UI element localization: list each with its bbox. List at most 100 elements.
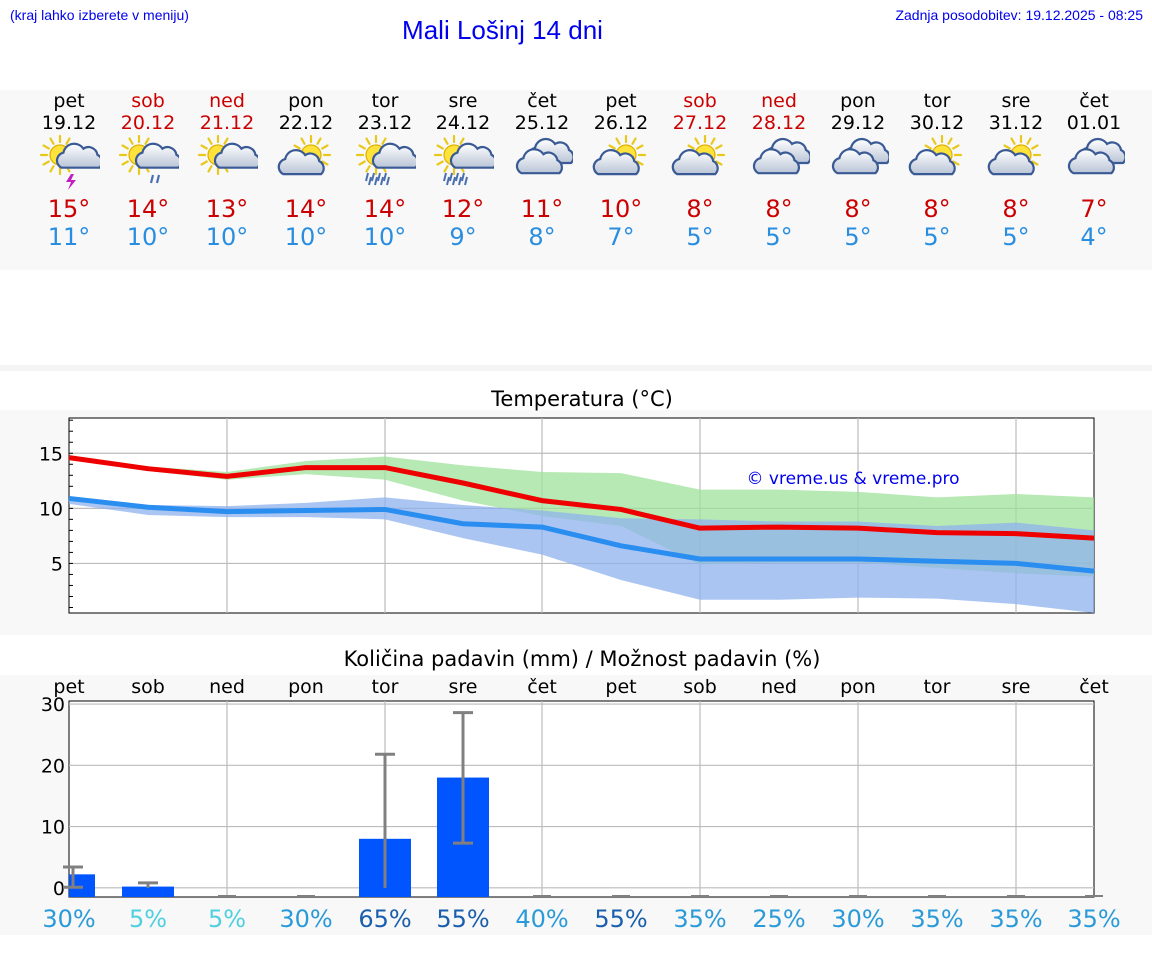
day-name: tor (923, 90, 951, 112)
max-temperature: 15° (47, 195, 91, 223)
y-tick-label: 20 (41, 755, 65, 777)
x-day-label: sre (449, 676, 478, 698)
day-date: 28.12 (751, 112, 807, 134)
day-forecast: pet 19.12 15° 11° (29, 90, 109, 251)
y-tick-label: 0 (53, 878, 65, 900)
cloud-sun-icon (671, 135, 726, 176)
precipitation-probability: 55% (594, 905, 647, 933)
plot-area (68, 700, 1095, 898)
day-name: sre (1001, 90, 1031, 112)
max-temperature: 8° (765, 195, 793, 223)
day-date: 30.12 (909, 112, 965, 134)
clouds-icon (1067, 137, 1125, 175)
min-temperature: 5° (686, 223, 714, 251)
max-temperature: 11° (520, 195, 564, 223)
precipitation-probability: 5% (129, 905, 167, 933)
cloud-sun-icon (987, 135, 1042, 176)
precipitation-probability: 30% (831, 905, 884, 933)
day-date: 26.12 (593, 112, 649, 134)
day-name: pet (605, 90, 637, 112)
day-forecast: sre 24.12 12° 9° (423, 90, 503, 251)
x-day-label: ned (209, 676, 245, 698)
day-name: čet (527, 90, 557, 112)
day-date: 29.12 (830, 112, 886, 134)
y-tick-label: 5 (51, 553, 63, 575)
day-name: sre (448, 90, 478, 112)
precipitation-bar (122, 886, 174, 897)
precipitation-probability: 35% (1067, 905, 1120, 933)
max-temperature: 12° (441, 195, 485, 223)
precipitation-probability: 35% (910, 905, 963, 933)
min-temperature: 5° (844, 223, 872, 251)
temperature-chart-title: Temperatura (°C) (491, 387, 673, 411)
min-temperature: 10° (126, 223, 170, 251)
precipitation-probability: 25% (752, 905, 805, 933)
min-temperature: 5° (1002, 223, 1030, 251)
x-day-label: sob (683, 676, 717, 698)
precipitation-chart-title: Količina padavin (mm) / Možnost padavin … (343, 647, 821, 671)
sun-cloud-rain-icon (433, 135, 494, 186)
day-name: sob (683, 90, 717, 112)
day-forecast: sob 20.12 14° 10° (108, 90, 188, 251)
min-temperature: 10° (205, 223, 249, 251)
min-temperature: 7° (607, 223, 635, 251)
y-tick-label: 10 (41, 817, 65, 839)
day-name: pet (53, 90, 85, 112)
sun-cloud-rain-icon (355, 135, 416, 186)
day-date: 31.12 (988, 112, 1044, 134)
sun-cloud-drizzle-icon (118, 135, 179, 184)
day-forecast: sre 31.12 8° 5° (976, 90, 1056, 251)
x-day-label: pet (53, 676, 84, 698)
day-name: ned (761, 90, 797, 112)
y-tick-label: 15 (39, 443, 63, 465)
clouds-icon (515, 137, 573, 175)
precipitation-bar (69, 874, 95, 897)
y-tick-label: 30 (41, 694, 65, 716)
forecast-strip (0, 90, 1152, 270)
min-temperature-line (68, 495, 1095, 574)
x-day-label: tor (372, 676, 399, 698)
y-tick-label: 10 (39, 498, 63, 520)
day-name: čet (1079, 90, 1109, 112)
x-day-label: čet (527, 676, 557, 698)
x-day-label: pon (288, 676, 324, 698)
watermark: © vreme.us & vreme.pro (746, 469, 959, 489)
max-temperature: 10° (599, 195, 643, 223)
min-temperature: 9° (449, 223, 477, 251)
location-menu-hint[interactable]: (kraj lahko izberete v meniju) (10, 7, 189, 23)
x-day-label: čet (1079, 676, 1109, 698)
day-forecast: ned 21.12 13° 10° (187, 90, 267, 251)
x-day-label: sre (1002, 676, 1031, 698)
x-day-label: pon (840, 676, 876, 698)
temperature-chart: 5 10 15 © vreme.us & vreme.pro (39, 417, 1095, 614)
max-temperature: 7° (1080, 195, 1108, 223)
x-day-label: tor (924, 676, 951, 698)
x-day-label: sob (131, 676, 165, 698)
min-temperature: 8° (528, 223, 556, 251)
last-update: Zadnja posodobitev: 19.12.2025 - 08:25 (895, 7, 1143, 23)
day-forecast: čet 01.01 7° 4° (1054, 90, 1134, 251)
min-temperature: 11° (47, 223, 91, 251)
max-temperature: 14° (126, 195, 170, 223)
day-date: 19.12 (41, 112, 97, 134)
day-forecast: tor 30.12 8° 5° (897, 90, 977, 251)
max-temperature: 14° (363, 195, 407, 223)
separator (0, 365, 1152, 371)
cloud-sun-icon (908, 135, 963, 176)
day-date: 21.12 (199, 112, 255, 134)
x-day-label: ned (761, 676, 797, 698)
precipitation-probability: 35% (989, 905, 1042, 933)
day-name: pon (840, 90, 876, 112)
precipitation-probability: 30% (279, 905, 332, 933)
cloud-sun-icon (277, 135, 332, 176)
day-forecast: ned 28.12 8° 5° (739, 90, 819, 251)
precipitation-probability: 30% (42, 905, 95, 933)
cloud-sun-icon (592, 135, 647, 176)
precipitation-probability: 5% (208, 905, 246, 933)
day-date: 23.12 (357, 112, 413, 134)
max-temperature: 8° (1002, 195, 1030, 223)
max-temperature: 8° (844, 195, 872, 223)
min-temperature: 5° (923, 223, 951, 251)
day-name: pon (288, 90, 324, 112)
